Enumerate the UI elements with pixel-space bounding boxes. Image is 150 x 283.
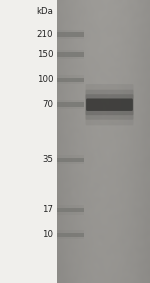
FancyBboxPatch shape: [85, 90, 134, 120]
FancyBboxPatch shape: [57, 208, 84, 212]
FancyBboxPatch shape: [57, 233, 84, 237]
FancyBboxPatch shape: [57, 102, 84, 107]
FancyBboxPatch shape: [85, 84, 134, 125]
Text: 210: 210: [37, 30, 53, 39]
FancyBboxPatch shape: [85, 94, 134, 115]
FancyBboxPatch shape: [57, 52, 84, 57]
Text: 17: 17: [42, 205, 53, 215]
Text: 10: 10: [42, 230, 53, 239]
Text: 35: 35: [42, 155, 53, 164]
FancyBboxPatch shape: [57, 230, 84, 239]
FancyBboxPatch shape: [57, 50, 84, 59]
FancyBboxPatch shape: [57, 158, 84, 162]
FancyBboxPatch shape: [57, 155, 84, 164]
Text: kDa: kDa: [36, 7, 53, 16]
FancyBboxPatch shape: [86, 98, 133, 111]
FancyBboxPatch shape: [57, 75, 84, 84]
FancyBboxPatch shape: [57, 30, 84, 39]
FancyBboxPatch shape: [57, 100, 84, 109]
Text: 100: 100: [37, 75, 53, 84]
Text: 150: 150: [37, 50, 53, 59]
FancyBboxPatch shape: [57, 32, 84, 37]
FancyBboxPatch shape: [57, 78, 84, 82]
FancyBboxPatch shape: [57, 205, 84, 215]
Text: 70: 70: [42, 100, 53, 109]
